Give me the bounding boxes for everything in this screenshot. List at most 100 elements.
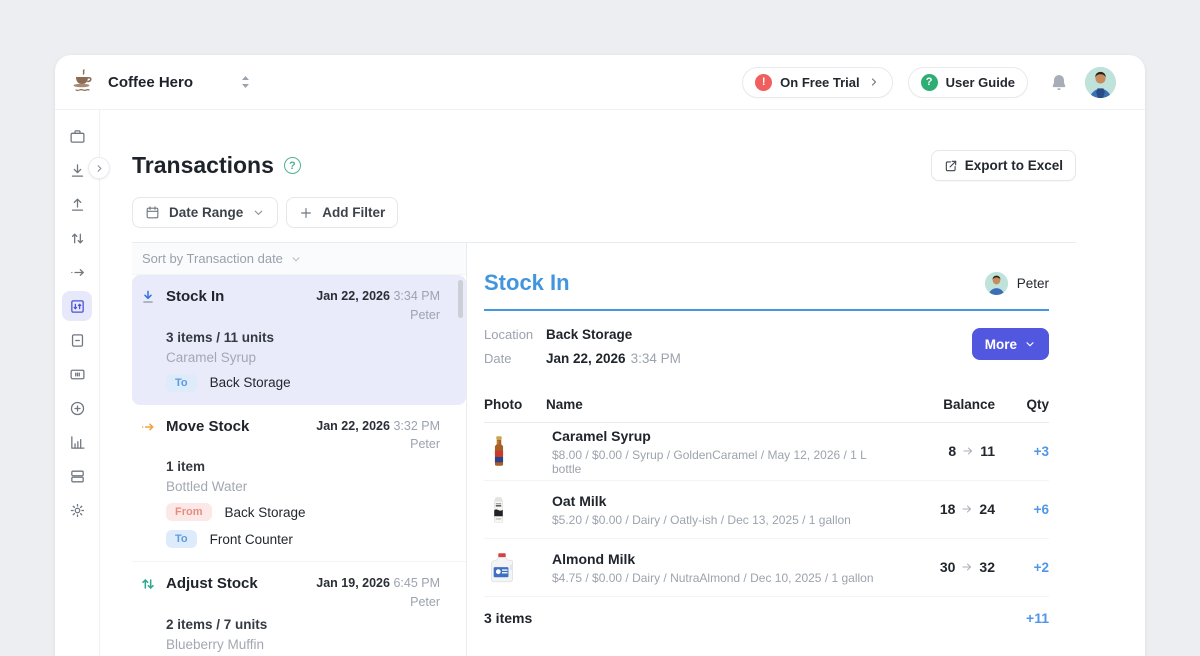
date-range-filter-button[interactable]: Date Range xyxy=(132,197,279,228)
export-to-excel-button[interactable]: Export to Excel xyxy=(930,150,1076,181)
items-count: 3 items xyxy=(484,610,533,626)
list-scrollbar[interactable] xyxy=(458,280,463,318)
arrow-right-icon xyxy=(963,447,973,454)
sidebar-item-notes[interactable] xyxy=(62,325,92,355)
product-details: $5.20 / $0.00 / Dairy / Oatly-ish / Dec … xyxy=(552,512,851,527)
sidebar xyxy=(55,110,110,656)
more-button[interactable]: More xyxy=(971,328,1049,360)
transaction-summary: 1 item xyxy=(166,459,206,474)
sidebar-item-items-card[interactable] xyxy=(62,359,92,389)
on-free-trial-button[interactable]: ! On Free Trial xyxy=(742,66,893,98)
chevron-down-icon xyxy=(292,256,300,261)
question-circle-icon: ? xyxy=(920,73,938,91)
to-badge: To xyxy=(166,373,197,392)
qty-change: +6 xyxy=(1033,502,1049,517)
transaction-list-item[interactable]: Stock In Jan 22, 2026 3:34 PM Peter 3 it… xyxy=(132,275,466,405)
table-footer: 3 items +11 xyxy=(484,597,1049,626)
location-name: Back Storage xyxy=(224,504,306,520)
transactions-panes: Sort by Transaction date Stock In Jan 22… xyxy=(132,242,1076,656)
plus-icon xyxy=(301,207,312,218)
transaction-date: Jan 22, 2026 xyxy=(316,418,390,433)
user-guide-label: User Guide xyxy=(945,74,1015,90)
detail-title: Stock In xyxy=(484,270,570,295)
product-name: Almond Milk xyxy=(552,550,636,567)
product-details: $8.00 / $0.00 / Syrup / GoldenCaramel / … xyxy=(552,447,867,476)
location-name: Back Storage xyxy=(209,375,291,390)
title-row: Transactions ? Export to Excel xyxy=(132,150,1076,181)
location-value: Back Storage xyxy=(546,327,633,342)
table-row[interactable]: Caramel Syrup $8.00 / $0.00 / Syrup / Go… xyxy=(484,423,1049,481)
col-qty-header: Qty xyxy=(1026,397,1049,412)
transaction-first-item: Caramel Syrup xyxy=(166,349,257,365)
trial-label: On Free Trial xyxy=(780,74,860,90)
user-guide-button[interactable]: ? User Guide xyxy=(907,66,1028,98)
transaction-user: Peter xyxy=(410,594,440,609)
transaction-first-item: Blueberry Muffin xyxy=(166,636,265,652)
transaction-first-item: Bottled Water xyxy=(166,479,248,494)
workspace-name: Coffee Hero xyxy=(108,73,194,91)
workspace-switcher[interactable]: Coffee Hero xyxy=(68,66,252,98)
table-row[interactable]: Oat Milk $5.20 / $0.00 / Dairy / Oatly-i… xyxy=(484,481,1049,539)
product-details: $4.75 / $0.00 / Dairy / NutraAlmond / De… xyxy=(552,570,874,585)
product-name: Caramel Syrup xyxy=(552,427,651,444)
line-items-table: Photo Name Balance Qty xyxy=(484,397,1049,626)
sort-label: Sort by Transaction date xyxy=(142,251,283,266)
sidebar-item-stock-out[interactable] xyxy=(62,189,92,219)
transaction-type: Stock In xyxy=(166,288,225,305)
sidebar-item-transfer[interactable] xyxy=(62,223,92,253)
move-stock-icon xyxy=(140,417,166,435)
transaction-type: Move Stock xyxy=(166,417,250,435)
notifications-bell-icon[interactable] xyxy=(1049,72,1069,93)
stock-in-icon xyxy=(140,287,166,305)
sidebar-item-add-new[interactable] xyxy=(62,393,92,423)
add-filter-button[interactable]: Add Filter xyxy=(286,197,399,228)
transactions-list: Sort by Transaction date Stock In Jan 22… xyxy=(132,243,467,656)
sort-selector[interactable]: Sort by Transaction date xyxy=(132,243,466,275)
coffee-hero-logo-icon xyxy=(68,66,98,98)
sidebar-item-move-stock[interactable] xyxy=(62,257,92,287)
transaction-list-item[interactable]: Adjust Stock Jan 19, 2026 6:45 PM Peter … xyxy=(132,562,466,656)
transaction-detail: Stock In Peter Location Back Storage xyxy=(467,243,1076,656)
sidebar-item-transactions[interactable] xyxy=(62,291,92,321)
main-content: Transactions ? Export to Excel Date Rang… xyxy=(100,110,1145,656)
app-window: Coffee Hero ! On Free Trial ? User Guide xyxy=(55,55,1145,656)
sidebar-item-stock-in[interactable] xyxy=(62,155,92,185)
date-value: Jan 22, 2026 xyxy=(546,351,626,366)
to-badge: To xyxy=(166,530,197,548)
transaction-time: 3:34 PM xyxy=(393,289,440,303)
detail-user-name: Peter xyxy=(1016,275,1049,291)
product-photo-caramel-syrup xyxy=(490,436,552,467)
transaction-list-item[interactable]: Move Stock Jan 22, 2026 3:32 PM Peter 1 … xyxy=(132,405,466,562)
transaction-summary: 3 items / 11 units xyxy=(166,329,275,345)
sidebar-item-inventory-stack[interactable] xyxy=(62,461,92,491)
qty-change: +3 xyxy=(1033,444,1049,459)
from-badge: From xyxy=(166,503,212,521)
alert-circle-icon: ! xyxy=(755,73,773,91)
qty-change: +2 xyxy=(1033,560,1049,575)
balance-after: 24 xyxy=(979,500,995,517)
transaction-type: Adjust Stock xyxy=(166,575,258,592)
sidebar-item-settings[interactable] xyxy=(62,495,92,525)
help-icon[interactable]: ? xyxy=(283,157,301,174)
table-row[interactable]: Almond Milk $4.75 / $0.00 / Dairy / Nutr… xyxy=(484,539,1049,597)
transaction-time: 6:45 PM xyxy=(393,576,440,590)
arrow-right-icon xyxy=(962,563,972,570)
user-avatar xyxy=(984,271,1008,295)
col-photo-header: Photo xyxy=(484,397,523,412)
sidebar-item-storage-box[interactable] xyxy=(62,121,92,151)
adjust-stock-icon xyxy=(140,574,166,592)
balance-after: 11 xyxy=(980,442,995,459)
chevron-down-icon xyxy=(1026,342,1034,347)
user-avatar[interactable] xyxy=(1085,66,1116,98)
transaction-date: Jan 22, 2026 xyxy=(316,289,390,303)
product-name: Oat Milk xyxy=(552,492,607,509)
col-balance-header: Balance xyxy=(943,397,995,412)
balance-before: 18 xyxy=(939,500,956,517)
sidebar-expand-button[interactable] xyxy=(88,157,110,179)
time-value: 3:34 PM xyxy=(630,351,681,366)
transaction-date: Jan 19, 2026 xyxy=(316,576,390,590)
workspace-switch-icon[interactable] xyxy=(239,75,252,89)
transaction-summary: 2 items / 7 units xyxy=(166,616,268,632)
sidebar-item-reports[interactable] xyxy=(62,427,92,457)
page-title: Transactions xyxy=(132,152,274,178)
